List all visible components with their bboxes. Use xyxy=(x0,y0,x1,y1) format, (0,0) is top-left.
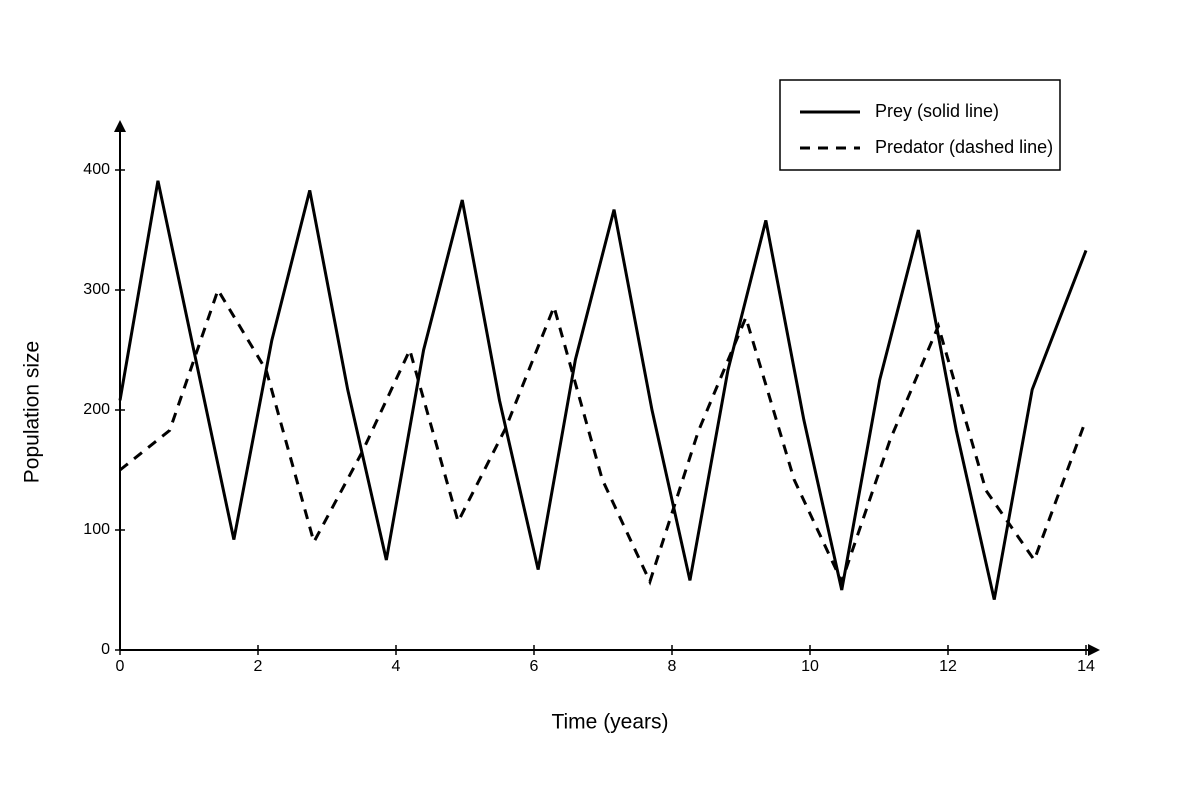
x-axis-label: Time (years) xyxy=(551,711,668,734)
series-line xyxy=(118,180,1088,600)
x-tick-label: 14 xyxy=(1077,658,1095,675)
legend-label: Prey (solid line) xyxy=(875,101,999,121)
x-tick-label: 12 xyxy=(939,658,957,675)
y-tick-label: 100 xyxy=(83,521,110,538)
x-tick-label: 10 xyxy=(801,658,819,675)
x-tick-label: 4 xyxy=(392,658,401,675)
x-tick-label: 8 xyxy=(668,658,677,675)
series-line xyxy=(119,286,1088,586)
x-tick-label: 0 xyxy=(116,658,125,675)
legend-label: Predator (dashed line) xyxy=(875,137,1053,157)
y-axis-label: Population size xyxy=(21,341,44,483)
y-tick-label: 400 xyxy=(83,161,110,178)
y-tick-label: 0 xyxy=(101,641,110,658)
legend-box xyxy=(779,79,1061,171)
x-tick-label: 6 xyxy=(530,658,539,675)
y-tick-label: 200 xyxy=(83,401,110,418)
x-tick-label: 2 xyxy=(254,658,263,675)
y-tick-label: 300 xyxy=(83,281,110,298)
x-axis-arrow xyxy=(1088,644,1100,656)
y-axis-arrow xyxy=(114,120,126,132)
